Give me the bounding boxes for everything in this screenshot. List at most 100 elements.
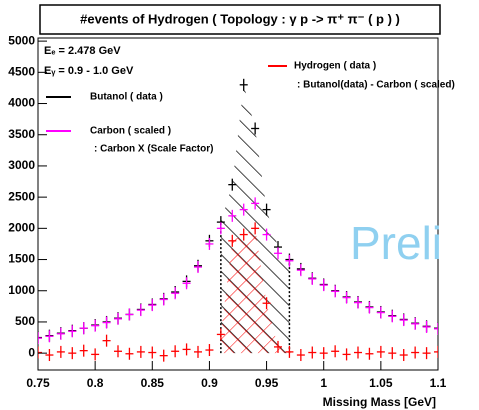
data-point [296,264,305,277]
data-point [91,319,100,332]
data-point [422,320,431,333]
data-point [205,344,214,357]
y-tick-label: 1000 [8,283,35,297]
frame [37,37,439,371]
y-tick-label: 5000 [8,33,35,47]
legend-label: Hydrogen ( data ) [294,61,376,72]
data-point [319,347,328,360]
data-point [399,349,408,362]
legend-label: Butanol ( data ) [90,92,163,103]
data-point [159,293,168,306]
data-point [411,346,420,359]
data-point [274,247,282,260]
data-point [205,237,214,250]
data-point [262,203,271,216]
data-point [228,209,237,222]
data-point [388,310,397,323]
chart-title: #events of Hydrogen ( Topology : γ p -> … [80,11,400,26]
data-point [228,234,237,247]
x-tick-label: 0.8 [87,376,104,390]
data-point [148,346,157,359]
data-point [136,345,145,358]
x-tick-label: 1.1 [430,376,447,390]
data-point [274,340,282,353]
x-tick-label: 0.85 [141,376,165,390]
data-point [194,261,202,274]
data-point [296,349,305,362]
annotation: : Butanol(data) - Carbon ( scaled) [297,80,455,91]
data-point [182,343,191,356]
data-point [136,304,145,317]
data-point [38,346,42,359]
data-point [182,277,191,290]
data-point [56,327,65,340]
y-tick-label: 4000 [8,96,35,110]
y-tick-label: 0 [28,345,35,359]
data-point [38,332,42,345]
y-tick-label: 4500 [8,64,35,78]
x-axis-label: Missing Mass [GeV] [323,395,436,409]
y-tick-label: 500 [15,314,35,328]
data-point [285,345,294,358]
data-point [376,306,385,319]
x-tick-label: 0.75 [26,376,50,390]
data-point [342,348,351,361]
y-tick-label: 2500 [8,189,35,203]
data-point [251,222,260,235]
data-point [114,345,122,358]
data-point [319,279,328,292]
data-point [251,122,260,135]
data-point [239,228,248,241]
data-point [422,347,431,360]
y-tick-label: 1500 [8,252,35,266]
data-point [228,178,237,191]
data-point [308,272,317,285]
data-point [216,222,225,235]
x-tick-label: 1.05 [369,376,393,390]
data-point [102,334,111,347]
x-tick-label: 0.95 [255,376,279,390]
data-point [308,346,317,359]
data-point [365,301,374,314]
data-point [262,297,271,310]
data-point [376,345,385,358]
y-tick-label: 3000 [8,158,35,172]
data-point [102,316,111,329]
data-point [239,78,248,91]
annotation: Eₑ = 2.478 GeV [44,45,121,57]
data-point [171,345,180,358]
annotation: : Carbon X (Scale Factor) [94,144,213,155]
data-point [125,308,134,321]
data-point [114,312,122,325]
data-point [79,344,88,357]
data-point [434,345,438,358]
data-point [216,328,225,341]
data-point [125,347,134,360]
data-point [45,330,54,343]
data-point [79,322,88,335]
data-point [148,299,157,312]
data-point [411,317,420,330]
data-point [285,254,294,267]
plot-area [38,78,438,362]
data-point [171,287,180,300]
title-box [39,4,441,35]
data-point [354,346,362,359]
x-tick-label: 0.9 [201,376,218,390]
data-point [251,197,260,210]
data-point [365,347,374,360]
data-point [45,349,54,362]
y-tick-label: 2000 [8,221,35,235]
data-point [399,314,408,327]
annotation: Eᵧ = 0.9 - 1.0 GeV [44,65,134,77]
legend-label: Carbon ( scaled ) [90,126,171,137]
data-point [342,291,351,304]
y-tick-label: 3500 [8,127,35,141]
data-point [239,203,248,216]
data-point [388,347,397,360]
data-point [194,345,202,358]
data-point [434,322,438,335]
data-point [262,228,271,241]
data-point [68,347,77,360]
